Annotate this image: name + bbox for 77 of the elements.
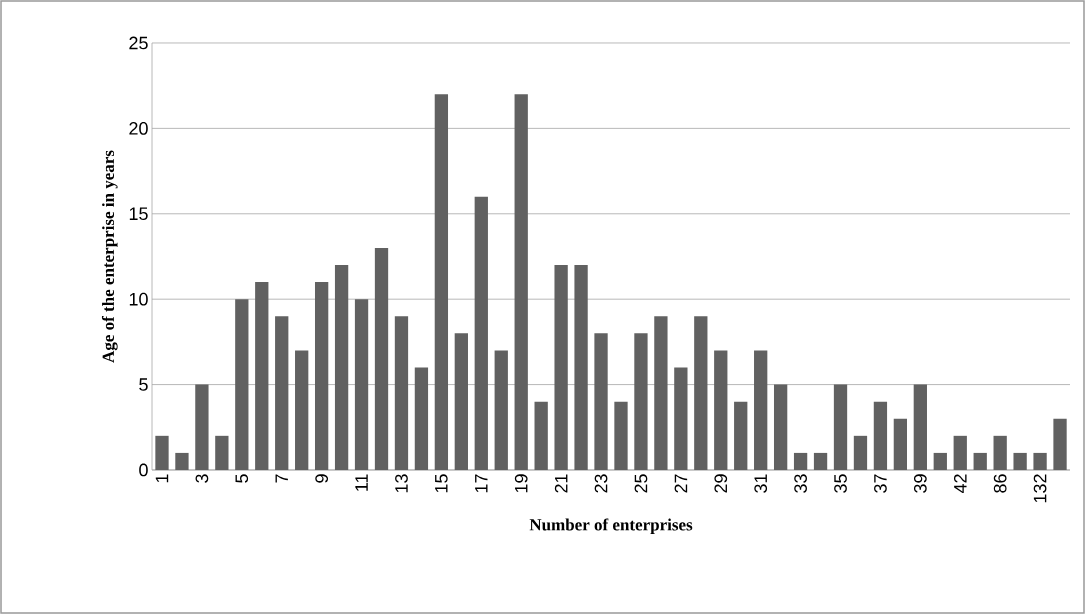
bar bbox=[155, 435, 169, 470]
bar bbox=[674, 367, 688, 470]
x-tick-label: 33 bbox=[794, 474, 807, 493]
bar bbox=[873, 401, 888, 470]
bar bbox=[534, 401, 548, 470]
x-tick-label: 31 bbox=[754, 474, 768, 493]
x-tick-label: 19 bbox=[514, 474, 528, 493]
bar bbox=[255, 282, 269, 470]
x-axis-title: Number of enterprises bbox=[529, 518, 693, 534]
bar bbox=[813, 452, 828, 470]
bar bbox=[295, 350, 309, 470]
bar bbox=[913, 384, 927, 470]
bar bbox=[175, 452, 189, 470]
bar bbox=[973, 452, 987, 470]
x-tick-label: 132 bbox=[1033, 474, 1047, 503]
bar bbox=[1053, 418, 1067, 470]
bar bbox=[314, 282, 329, 470]
x-tick-label: 13 bbox=[395, 474, 408, 493]
x-tick-label: 39 bbox=[913, 474, 927, 493]
y-tick-label: 20 bbox=[129, 122, 148, 135]
x-tick-label: 86 bbox=[993, 474, 1007, 493]
x-tick-label: 42 bbox=[953, 474, 967, 494]
y-tick-label: 25 bbox=[129, 36, 148, 50]
bar bbox=[195, 384, 209, 470]
bar bbox=[235, 299, 249, 470]
x-tick-label: 37 bbox=[874, 474, 887, 493]
y-tick-label: 15 bbox=[129, 207, 148, 221]
bar bbox=[354, 299, 369, 470]
bar bbox=[734, 401, 748, 470]
bar bbox=[454, 333, 468, 470]
y-tick-label: 0 bbox=[139, 463, 148, 477]
x-tick-label: 15 bbox=[435, 474, 448, 493]
bar bbox=[414, 367, 429, 470]
bar bbox=[833, 384, 848, 470]
bar bbox=[614, 401, 628, 470]
x-tick-label: 1 bbox=[155, 474, 169, 483]
x-tick-label: 27 bbox=[674, 474, 688, 493]
bar bbox=[474, 196, 488, 470]
bar bbox=[494, 350, 508, 470]
bar bbox=[334, 265, 349, 470]
x-tick-label: 17 bbox=[475, 474, 488, 493]
y-tick-label: 5 bbox=[139, 378, 148, 391]
bar bbox=[654, 316, 668, 470]
bar bbox=[993, 435, 1007, 470]
bar bbox=[374, 247, 389, 470]
x-tick-label: 29 bbox=[714, 474, 728, 493]
bar bbox=[754, 350, 768, 470]
bar bbox=[514, 94, 528, 470]
x-tick-label: 23 bbox=[594, 474, 608, 493]
bar bbox=[434, 94, 449, 470]
x-tick-label: 3 bbox=[195, 474, 209, 483]
bar bbox=[714, 350, 728, 470]
x-tick-label: 21 bbox=[554, 474, 568, 493]
x-tick-label: 35 bbox=[834, 474, 847, 493]
bar bbox=[634, 333, 648, 470]
bar bbox=[1033, 452, 1047, 470]
y-tick-label: 10 bbox=[129, 292, 148, 306]
bar bbox=[953, 435, 967, 470]
bar bbox=[694, 316, 708, 470]
x-tick-label: 11 bbox=[355, 474, 368, 491]
bar bbox=[215, 435, 229, 470]
bar bbox=[773, 384, 788, 470]
bar bbox=[853, 435, 868, 470]
bar bbox=[394, 316, 409, 470]
y-axis-title: Age of the enterprise in years bbox=[101, 150, 118, 363]
x-tick-label: 25 bbox=[634, 474, 648, 493]
bar bbox=[275, 316, 289, 470]
bar bbox=[554, 265, 568, 470]
x-tick-label: 5 bbox=[235, 474, 249, 483]
bar bbox=[1013, 452, 1027, 470]
bar bbox=[893, 418, 908, 470]
x-tick-label: 9 bbox=[315, 474, 329, 483]
bar bbox=[793, 452, 808, 470]
bar bbox=[574, 265, 588, 470]
x-tick-label: 7 bbox=[275, 474, 288, 483]
bar bbox=[933, 452, 947, 470]
bar bbox=[594, 333, 608, 470]
